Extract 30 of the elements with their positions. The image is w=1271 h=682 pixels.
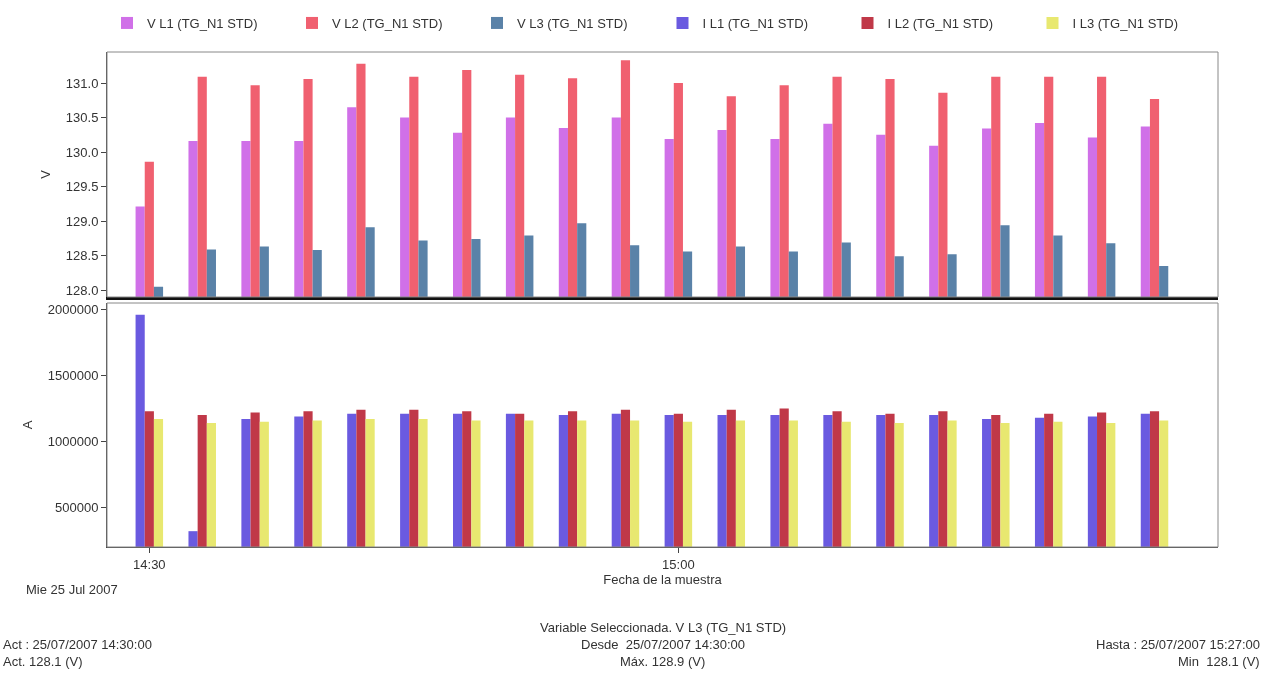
legend-label: V L3 (TG_N1 STD) (517, 16, 628, 32)
x-tick-label: 14:30 (133, 556, 166, 572)
legend-label: V L2 (TG_N1 STD) (332, 16, 443, 32)
y-axis-title: V (37, 169, 53, 179)
y-tick-label: 2000000 (47, 302, 99, 318)
legend-label: I L1 (TG_N1 STD) (702, 16, 808, 32)
text: Desde 25/07/2007 14:30:00 (581, 637, 746, 652)
y-tick-label: 130.5 (65, 110, 99, 126)
legend-label: I L2 (TG_N1 STD) (887, 16, 993, 32)
x-tick-label: 15:00 (662, 556, 695, 572)
text: Hasta : 25/07/2007 15:27:00 (1096, 637, 1261, 652)
y-tick-label: 128.5 (65, 248, 99, 264)
x-axis-title: Fecha de la muestra (603, 572, 723, 588)
text: Variable Seleccionada. V L3 (TG_N1 STD) (540, 620, 787, 635)
y-tick-label: 128.0 (65, 282, 99, 298)
text: Act : 25/07/2007 14:30:00 (3, 637, 152, 652)
y-tick-label: 130.0 (65, 144, 99, 160)
y-axis-title: A (19, 420, 35, 430)
text: Máx. 128.9 (V) (620, 654, 706, 669)
y-tick-label: 1500000 (47, 368, 99, 384)
y-tick-label: 129.5 (65, 179, 99, 195)
y-tick-label: 1000000 (47, 434, 99, 450)
text: Mie 25 Jul 2007 (26, 582, 118, 597)
text: Act. 128.1 (V) (3, 654, 83, 669)
legend-label: V L1 (TG_N1 STD) (147, 16, 258, 32)
legend-label: I L3 (TG_N1 STD) (1072, 16, 1178, 32)
y-tick-label: 500000 (55, 499, 99, 515)
text: Min 128.1 (V) (1178, 654, 1260, 669)
y-tick-label: 129.0 (65, 213, 99, 229)
y-tick-label: 131.0 (65, 75, 99, 91)
